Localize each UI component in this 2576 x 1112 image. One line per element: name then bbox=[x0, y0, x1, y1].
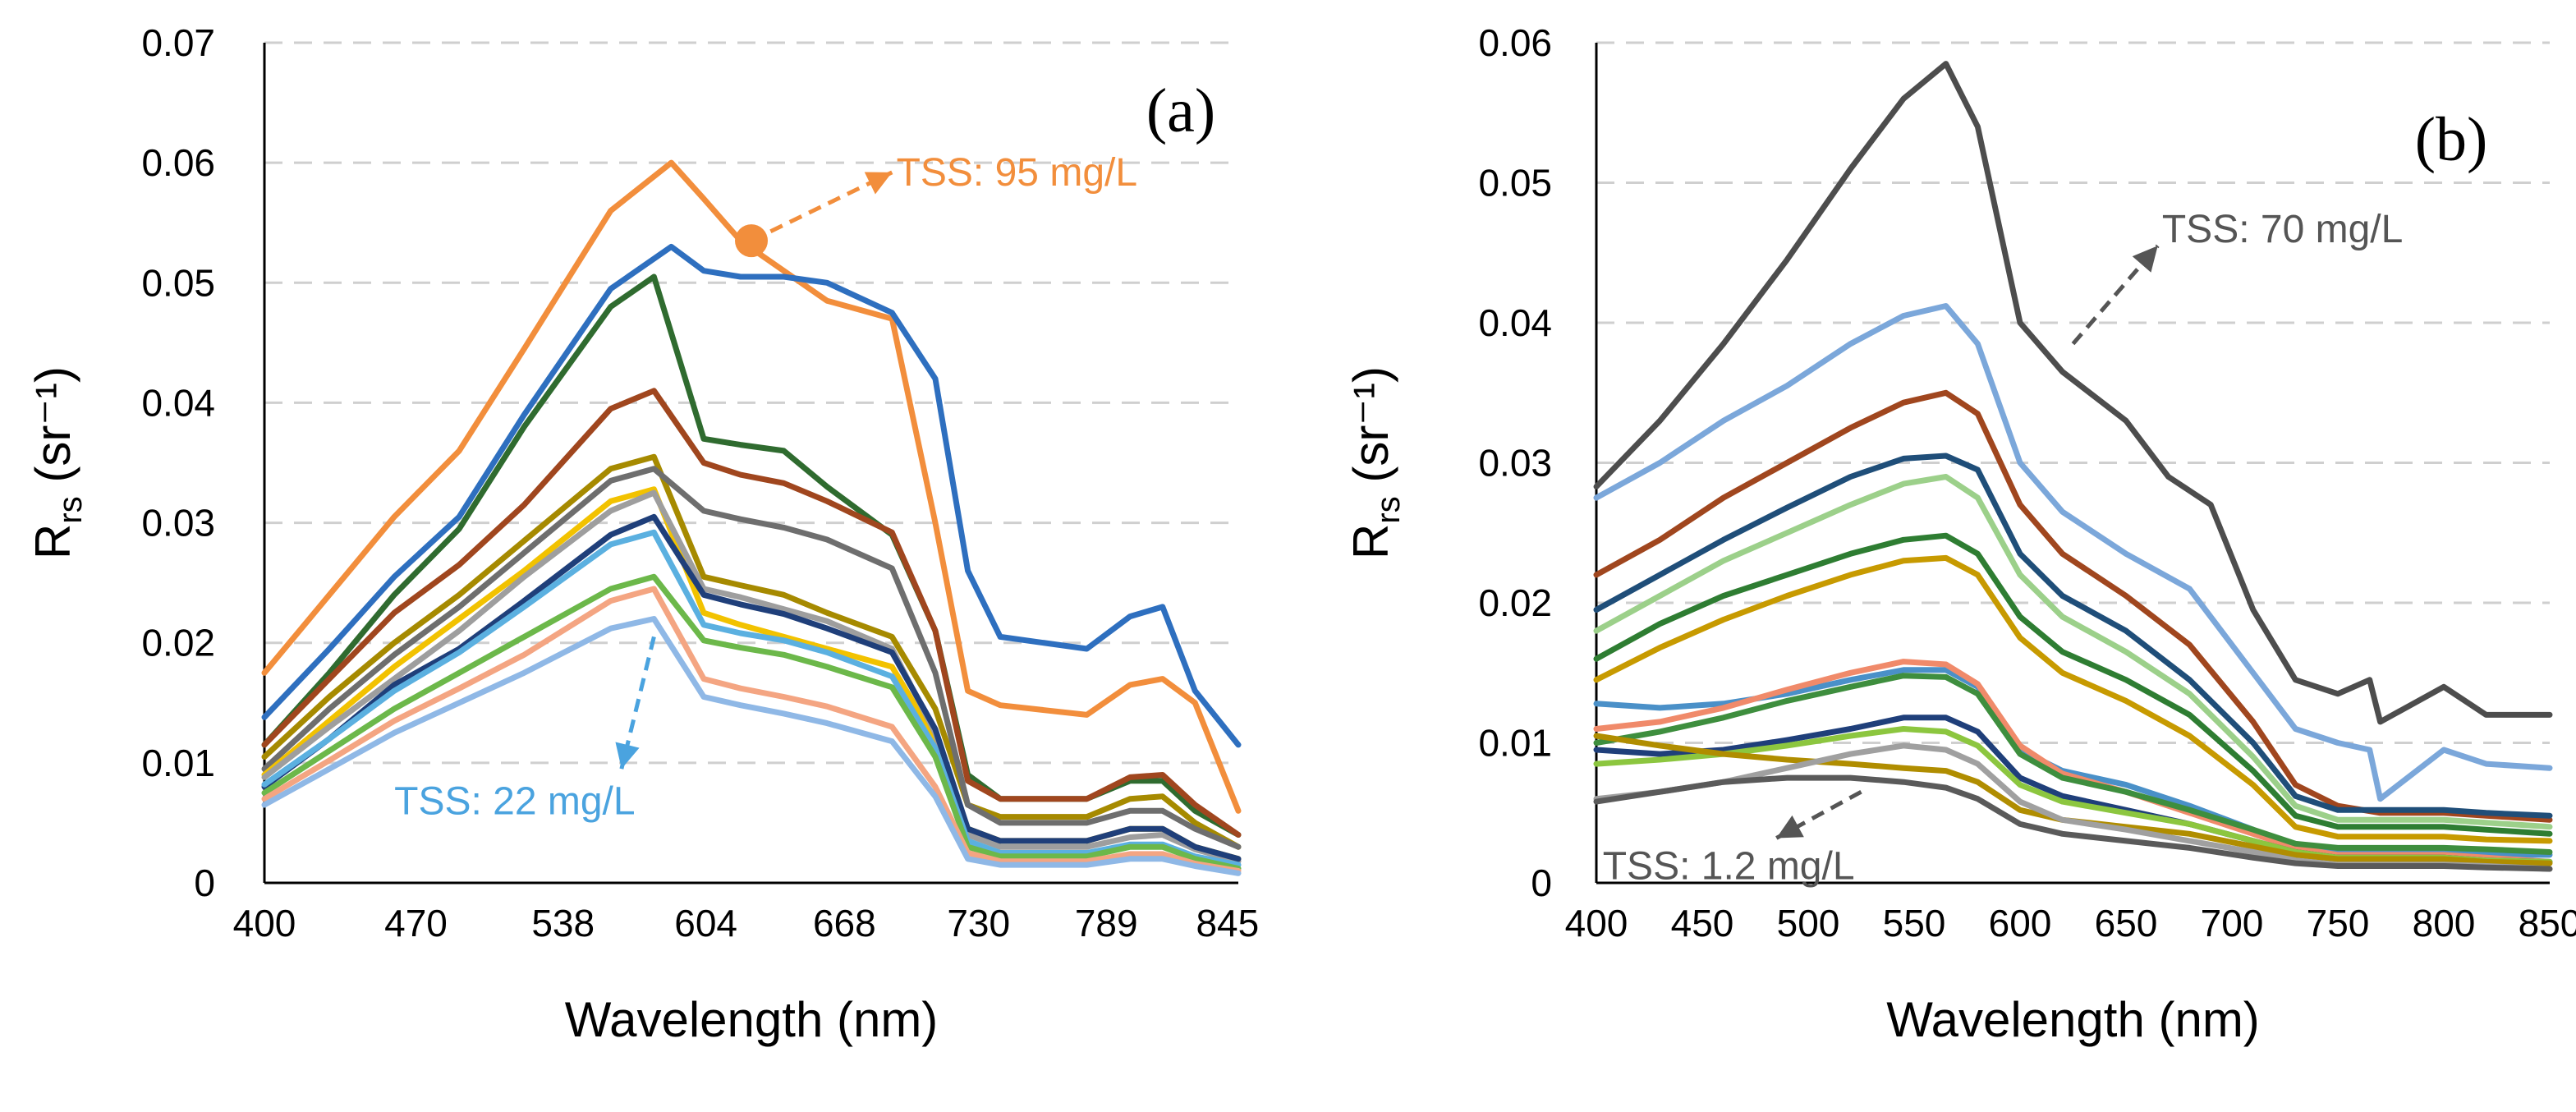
annotation-label: TSS: 1.2 mg/L bbox=[1603, 845, 1855, 889]
y-tick-label: 0.03 bbox=[1478, 442, 1552, 485]
x-tick-label: 850 bbox=[2519, 902, 2576, 944]
x-tick-label: 400 bbox=[1565, 902, 1628, 944]
y-tick-label: 0.06 bbox=[141, 141, 215, 184]
y-axis-title-main: R bbox=[1343, 524, 1398, 559]
series-line bbox=[1593, 474, 2553, 830]
chart-panel-a: 0 0.01 0.02 0.03 0.04 0.05 0.06 0.07 400 470 538 60… bbox=[25, 21, 1259, 1047]
x-tick-label: 789 bbox=[1075, 902, 1138, 944]
annotation-label: TSS: 70 mg/L bbox=[2162, 208, 2403, 251]
x-tick-label: 538 bbox=[531, 902, 595, 944]
y-tick-label: 0.01 bbox=[141, 742, 215, 784]
x-tick-label: 450 bbox=[1671, 902, 1734, 944]
series-line bbox=[261, 453, 1242, 850]
series-line bbox=[1593, 532, 2553, 837]
y-axis-title-subscript: rs bbox=[1371, 496, 1407, 523]
y-tick-label: 0.05 bbox=[141, 261, 215, 304]
y-axis-title-subscript: rs bbox=[53, 496, 89, 523]
annotation-arrowhead bbox=[615, 742, 640, 770]
annotation-label: TSS: 95 mg/L bbox=[897, 151, 1137, 195]
x-axis-title: Wavelength (nm) bbox=[565, 992, 939, 1047]
x-tick-label: 604 bbox=[674, 902, 737, 944]
panel-label: (b) bbox=[2415, 105, 2488, 174]
annotation-arrow bbox=[750, 170, 893, 243]
x-tick-label: 668 bbox=[813, 902, 876, 944]
y-tick-label: 0.02 bbox=[1478, 581, 1552, 624]
y-axis-title-unit: (sr⁻¹) bbox=[1343, 366, 1398, 496]
series-line bbox=[261, 243, 1242, 748]
series-line bbox=[261, 159, 1242, 814]
panel-label: (a) bbox=[1146, 76, 1215, 145]
y-axis-title-unit: (sr⁻¹) bbox=[25, 366, 80, 496]
x-tick-label: 730 bbox=[947, 902, 1010, 944]
y-tick-label: 0.07 bbox=[141, 21, 215, 64]
x-tick-label: 470 bbox=[384, 902, 448, 944]
series-line bbox=[261, 586, 1242, 874]
y-tick-label: 0.04 bbox=[1478, 301, 1552, 344]
y-tick-label: 0.02 bbox=[141, 622, 215, 664]
series-line bbox=[261, 616, 1242, 876]
annotation-arrowhead bbox=[864, 172, 893, 195]
series-line bbox=[1593, 453, 2553, 819]
chart-panel-b: 0 0.01 0.02 0.03 0.04 0.05 0.06 400 450 500 550 600… bbox=[1343, 21, 2576, 1047]
series-line bbox=[1593, 61, 2553, 725]
annotation-arrow bbox=[1775, 789, 1862, 840]
x-tick-label: 800 bbox=[2413, 902, 2476, 944]
series-line bbox=[261, 466, 1242, 850]
y-tick-label: 0.06 bbox=[1478, 21, 1552, 64]
y-tick-label: 0.03 bbox=[141, 502, 215, 545]
x-tick-label: 400 bbox=[233, 902, 296, 944]
series-line bbox=[261, 388, 1242, 838]
x-axis-title: Wavelength (nm) bbox=[1886, 992, 2260, 1047]
x-tick-label: 700 bbox=[2201, 902, 2264, 944]
annotation-arrowhead bbox=[2132, 246, 2158, 273]
x-tick-label: 600 bbox=[1989, 902, 2052, 944]
series-line bbox=[261, 573, 1242, 871]
series-line bbox=[1593, 673, 2553, 855]
series-line bbox=[261, 513, 1242, 862]
series-line bbox=[1593, 774, 2553, 872]
series-line bbox=[1593, 554, 2553, 844]
x-tick-label: 845 bbox=[1196, 902, 1259, 944]
y-axis-title: Rrs (sr⁻¹) bbox=[25, 366, 89, 559]
x-tick-label: 500 bbox=[1777, 902, 1840, 944]
x-tick-label: 650 bbox=[2095, 902, 2158, 944]
annotation-label: TSS: 22 mg/L bbox=[394, 780, 635, 824]
y-tick-label: 0.04 bbox=[141, 381, 215, 424]
y-axis-title-main: R bbox=[25, 524, 80, 559]
annotation-arrowhead bbox=[1776, 815, 1804, 839]
x-tick-label: 550 bbox=[1883, 902, 1946, 944]
x-tick-label: 750 bbox=[2307, 902, 2370, 944]
y-tick-label: 0.05 bbox=[1478, 162, 1552, 204]
series-line bbox=[1593, 303, 2553, 802]
y-tick-label: 0.01 bbox=[1478, 722, 1552, 765]
annotation-marker bbox=[735, 224, 768, 258]
series-line bbox=[261, 489, 1242, 865]
y-axis-title: Rrs (sr⁻¹) bbox=[1343, 366, 1407, 559]
y-tick-label: 0 bbox=[1531, 862, 1552, 904]
y-tick-label: 0 bbox=[194, 862, 215, 904]
